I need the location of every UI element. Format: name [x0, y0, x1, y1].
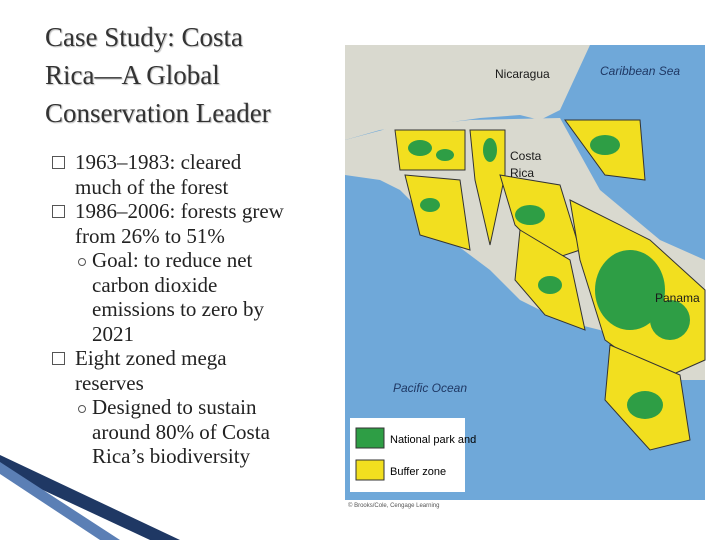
map-label: Caribbean Sea — [600, 64, 680, 78]
bullet-line: much of the forest — [75, 174, 229, 199]
bullet-list: 1963–1983: cleared much of the forest 1986… — [0, 150, 345, 469]
title-line: Conservation Leader — [45, 98, 271, 128]
map-label: Rica — [510, 166, 534, 180]
map-label: Panama — [655, 291, 700, 305]
bullet-line: reserves — [75, 370, 144, 395]
bullet-line: Goal: to reduce net — [78, 248, 345, 273]
bullet-line: 1963–1983: cleared — [52, 150, 345, 175]
bullet-line: carbon dioxide — [92, 272, 218, 297]
slide-title: Case Study: Costa Rica—A Global Conservati… — [45, 18, 345, 132]
bullet-item: Goal: to reduce net carbon dioxide emissio… — [0, 248, 345, 346]
map-label: Nicaragua — [495, 67, 550, 81]
legend-swatch — [355, 459, 385, 481]
decor-wedge — [0, 455, 180, 540]
land — [345, 45, 590, 140]
bullet-line: Designed to sustain — [78, 395, 345, 420]
bullet-line: Eight zoned mega — [52, 346, 345, 371]
bullet-marker — [78, 405, 86, 413]
bullet-line: around 80% of Costa — [92, 419, 270, 444]
bullet-item: 1986–2006: forests grew from 26% to 51% — [0, 199, 345, 248]
bullet-item: Eight zoned mega reserves — [0, 346, 345, 395]
bullet-line: 2021 — [92, 321, 134, 346]
decor-wedge — [0, 462, 120, 540]
legend-label: National park and — [390, 434, 476, 446]
map-label: Costa — [510, 149, 542, 163]
bullet-marker — [78, 258, 86, 266]
credit: © Brooks/Cole, Cengage Learning — [348, 502, 439, 509]
legend-swatch — [355, 427, 385, 449]
bullet-item: 1963–1983: cleared much of the forest — [0, 150, 345, 199]
bullet-item: Designed to sustain around 80% of Costa Ri… — [0, 395, 345, 469]
bullet-line: from 26% to 51% — [75, 223, 225, 248]
bullet-line: Rica’s biodiversity — [92, 444, 251, 468]
national-parks — [408, 135, 690, 419]
bullet-marker — [52, 352, 65, 365]
bullet-marker — [52, 205, 65, 218]
bullet-marker — [52, 156, 65, 169]
map-label: Pacific Ocean — [393, 381, 467, 395]
title-line: Case Study: Costa — [45, 22, 244, 52]
title-line: Rica—A Global — [45, 60, 220, 90]
bullet-line: emissions to zero by — [92, 297, 265, 321]
legend-label: Buffer zone — [390, 466, 446, 478]
bullet-line: 1986–2006: forests grew — [52, 199, 345, 224]
